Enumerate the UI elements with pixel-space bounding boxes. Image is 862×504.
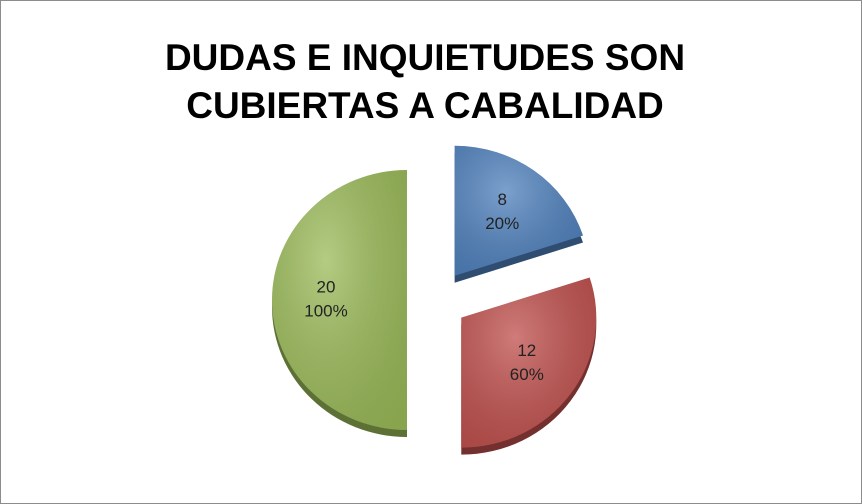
data-label: 12 bbox=[517, 341, 536, 360]
data-label: 20% bbox=[485, 214, 519, 233]
chart-title: DUDAS E INQUIETUDES SON bbox=[165, 37, 685, 78]
slice-shine bbox=[454, 145, 584, 276]
chart-title: CUBIERTAS A CABALIDAD bbox=[186, 85, 664, 126]
pie: 8 20% 12 60% 20 100% bbox=[272, 145, 597, 455]
data-label: 60% bbox=[510, 365, 544, 384]
data-label: 100% bbox=[304, 301, 347, 320]
slice-shine bbox=[272, 170, 407, 430]
data-label: 20 bbox=[317, 277, 336, 296]
data-label: 8 bbox=[498, 190, 507, 209]
slice-shine bbox=[461, 277, 597, 448]
